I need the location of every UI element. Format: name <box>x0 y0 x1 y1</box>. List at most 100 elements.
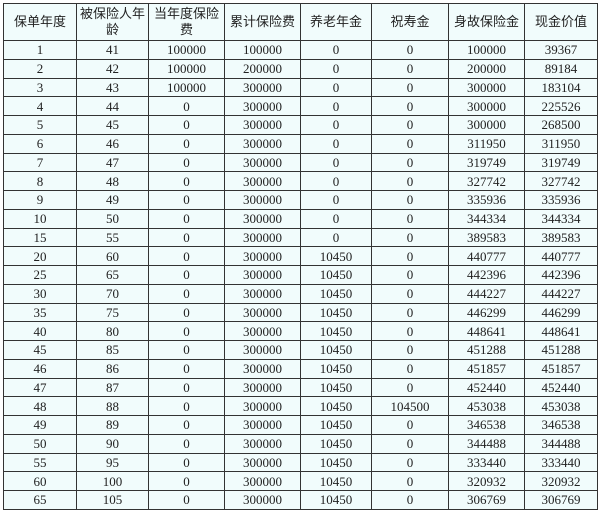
cell-policy-year: 10 <box>3 208 77 229</box>
cell-cash-value: 311950 <box>524 133 598 154</box>
table-row: 35 75 0 300000 10450 0 446299 446299 <box>3 302 598 323</box>
cell-annual-premium: 0 <box>148 302 225 323</box>
cell-cumulative-premium: 300000 <box>224 133 301 154</box>
cell-death-benefit: 333440 <box>448 452 525 473</box>
cell-cumulative-premium: 200000 <box>224 58 301 79</box>
cell-insured-age: 41 <box>76 40 149 60</box>
cell-policy-year: 1 <box>3 40 77 60</box>
cell-cash-value: 333440 <box>524 452 598 473</box>
table-row: 47 87 0 300000 10450 0 452440 452440 <box>3 377 598 398</box>
cell-insured-age: 70 <box>76 283 149 304</box>
cell-pension-annuity: 10450 <box>300 358 372 379</box>
cell-cumulative-premium: 100000 <box>224 40 301 60</box>
cell-longevity-bonus: 0 <box>371 265 449 285</box>
cell-pension-annuity: 10450 <box>300 340 372 360</box>
cell-pension-annuity: 0 <box>300 227 372 248</box>
cell-longevity-bonus: 0 <box>371 190 449 210</box>
cell-insured-age: 100 <box>76 471 149 491</box>
cell-longevity-bonus: 0 <box>371 152 449 173</box>
cell-death-benefit: 446299 <box>448 302 525 323</box>
cell-policy-year: 8 <box>3 171 77 191</box>
cell-insured-age: 55 <box>76 227 149 248</box>
cell-death-benefit: 389583 <box>448 227 525 248</box>
cell-cash-value: 225526 <box>524 96 598 116</box>
cell-annual-premium: 0 <box>148 152 225 173</box>
cell-longevity-bonus: 0 <box>371 377 449 398</box>
table-row: 65 105 0 300000 10450 0 306769 306769 <box>3 490 598 510</box>
cell-policy-year: 65 <box>3 490 77 510</box>
table-row: 10 50 0 300000 0 0 344334 344334 <box>3 208 598 229</box>
cell-pension-annuity: 10450 <box>300 377 372 398</box>
cell-policy-year: 47 <box>3 377 77 398</box>
cell-pension-annuity: 0 <box>300 133 372 154</box>
cell-policy-year: 46 <box>3 358 77 379</box>
cell-policy-year: 7 <box>3 152 77 173</box>
cell-insured-age: 60 <box>76 246 149 266</box>
table-row: 45 85 0 300000 10450 0 451288 451288 <box>3 340 598 360</box>
cell-pension-annuity: 0 <box>300 208 372 229</box>
cell-annual-premium: 0 <box>148 358 225 379</box>
cell-death-benefit: 320932 <box>448 471 525 491</box>
header-insured-age: 被保险人年龄 <box>76 3 149 41</box>
cell-death-benefit: 451857 <box>448 358 525 379</box>
cell-cash-value: 440777 <box>524 246 598 266</box>
cell-death-benefit: 440777 <box>448 246 525 266</box>
cell-death-benefit: 442396 <box>448 265 525 285</box>
cell-cash-value: 446299 <box>524 302 598 323</box>
cell-annual-premium: 0 <box>148 283 225 304</box>
cell-death-benefit: 451288 <box>448 340 525 360</box>
cell-death-benefit: 311950 <box>448 133 525 154</box>
cell-death-benefit: 444227 <box>448 283 525 304</box>
cell-cash-value: 451288 <box>524 340 598 360</box>
cell-annual-premium: 0 <box>148 490 225 510</box>
cell-pension-annuity: 0 <box>300 171 372 191</box>
cell-policy-year: 4 <box>3 96 77 116</box>
cell-cumulative-premium: 300000 <box>224 377 301 398</box>
cell-annual-premium: 0 <box>148 96 225 116</box>
cell-cumulative-premium: 300000 <box>224 171 301 191</box>
cell-annual-premium: 0 <box>148 171 225 191</box>
cell-pension-annuity: 0 <box>300 190 372 210</box>
header-cash-value: 现金价值 <box>524 3 598 41</box>
cell-cash-value: 344334 <box>524 208 598 229</box>
cell-pension-annuity: 10450 <box>300 415 372 435</box>
cell-pension-annuity: 10450 <box>300 396 372 416</box>
table-row: 8 48 0 300000 0 0 327742 327742 <box>3 171 598 191</box>
cell-death-benefit: 200000 <box>448 58 525 79</box>
cell-insured-age: 47 <box>76 152 149 173</box>
cell-death-benefit: 300000 <box>448 115 525 135</box>
table-row: 3 43 100000 300000 0 0 300000 183104 <box>3 77 598 98</box>
cell-death-benefit: 300000 <box>448 96 525 116</box>
cell-annual-premium: 0 <box>148 471 225 491</box>
cell-longevity-bonus: 0 <box>371 471 449 491</box>
cell-cash-value: 453038 <box>524 396 598 416</box>
cell-cash-value: 389583 <box>524 227 598 248</box>
cell-pension-annuity: 10450 <box>300 452 372 473</box>
cell-policy-year: 30 <box>3 283 77 304</box>
cell-insured-age: 46 <box>76 133 149 154</box>
cell-cumulative-premium: 300000 <box>224 96 301 116</box>
cell-policy-year: 55 <box>3 452 77 473</box>
cell-pension-annuity: 10450 <box>300 433 372 454</box>
table-row: 48 88 0 300000 10450 104500 453038 453038 <box>3 396 598 416</box>
cell-insured-age: 89 <box>76 415 149 435</box>
cell-policy-year: 50 <box>3 433 77 454</box>
cell-annual-premium: 0 <box>148 115 225 135</box>
cell-cumulative-premium: 300000 <box>224 152 301 173</box>
cell-longevity-bonus: 0 <box>371 490 449 510</box>
cell-longevity-bonus: 0 <box>371 452 449 473</box>
cell-pension-annuity: 0 <box>300 77 372 98</box>
cell-annual-premium: 0 <box>148 433 225 454</box>
table-row: 49 89 0 300000 10450 0 346538 346538 <box>3 415 598 435</box>
cell-cash-value: 442396 <box>524 265 598 285</box>
cell-policy-year: 40 <box>3 321 77 341</box>
cell-cash-value: 327742 <box>524 171 598 191</box>
table-row: 1 41 100000 100000 0 0 100000 39367 <box>3 40 598 60</box>
cell-longevity-bonus: 0 <box>371 40 449 60</box>
cell-cash-value: 320932 <box>524 471 598 491</box>
table-row: 30 70 0 300000 10450 0 444227 444227 <box>3 283 598 304</box>
cell-annual-premium: 0 <box>148 415 225 435</box>
cell-pension-annuity: 0 <box>300 58 372 79</box>
cell-cumulative-premium: 300000 <box>224 433 301 454</box>
cell-death-benefit: 452440 <box>448 377 525 398</box>
